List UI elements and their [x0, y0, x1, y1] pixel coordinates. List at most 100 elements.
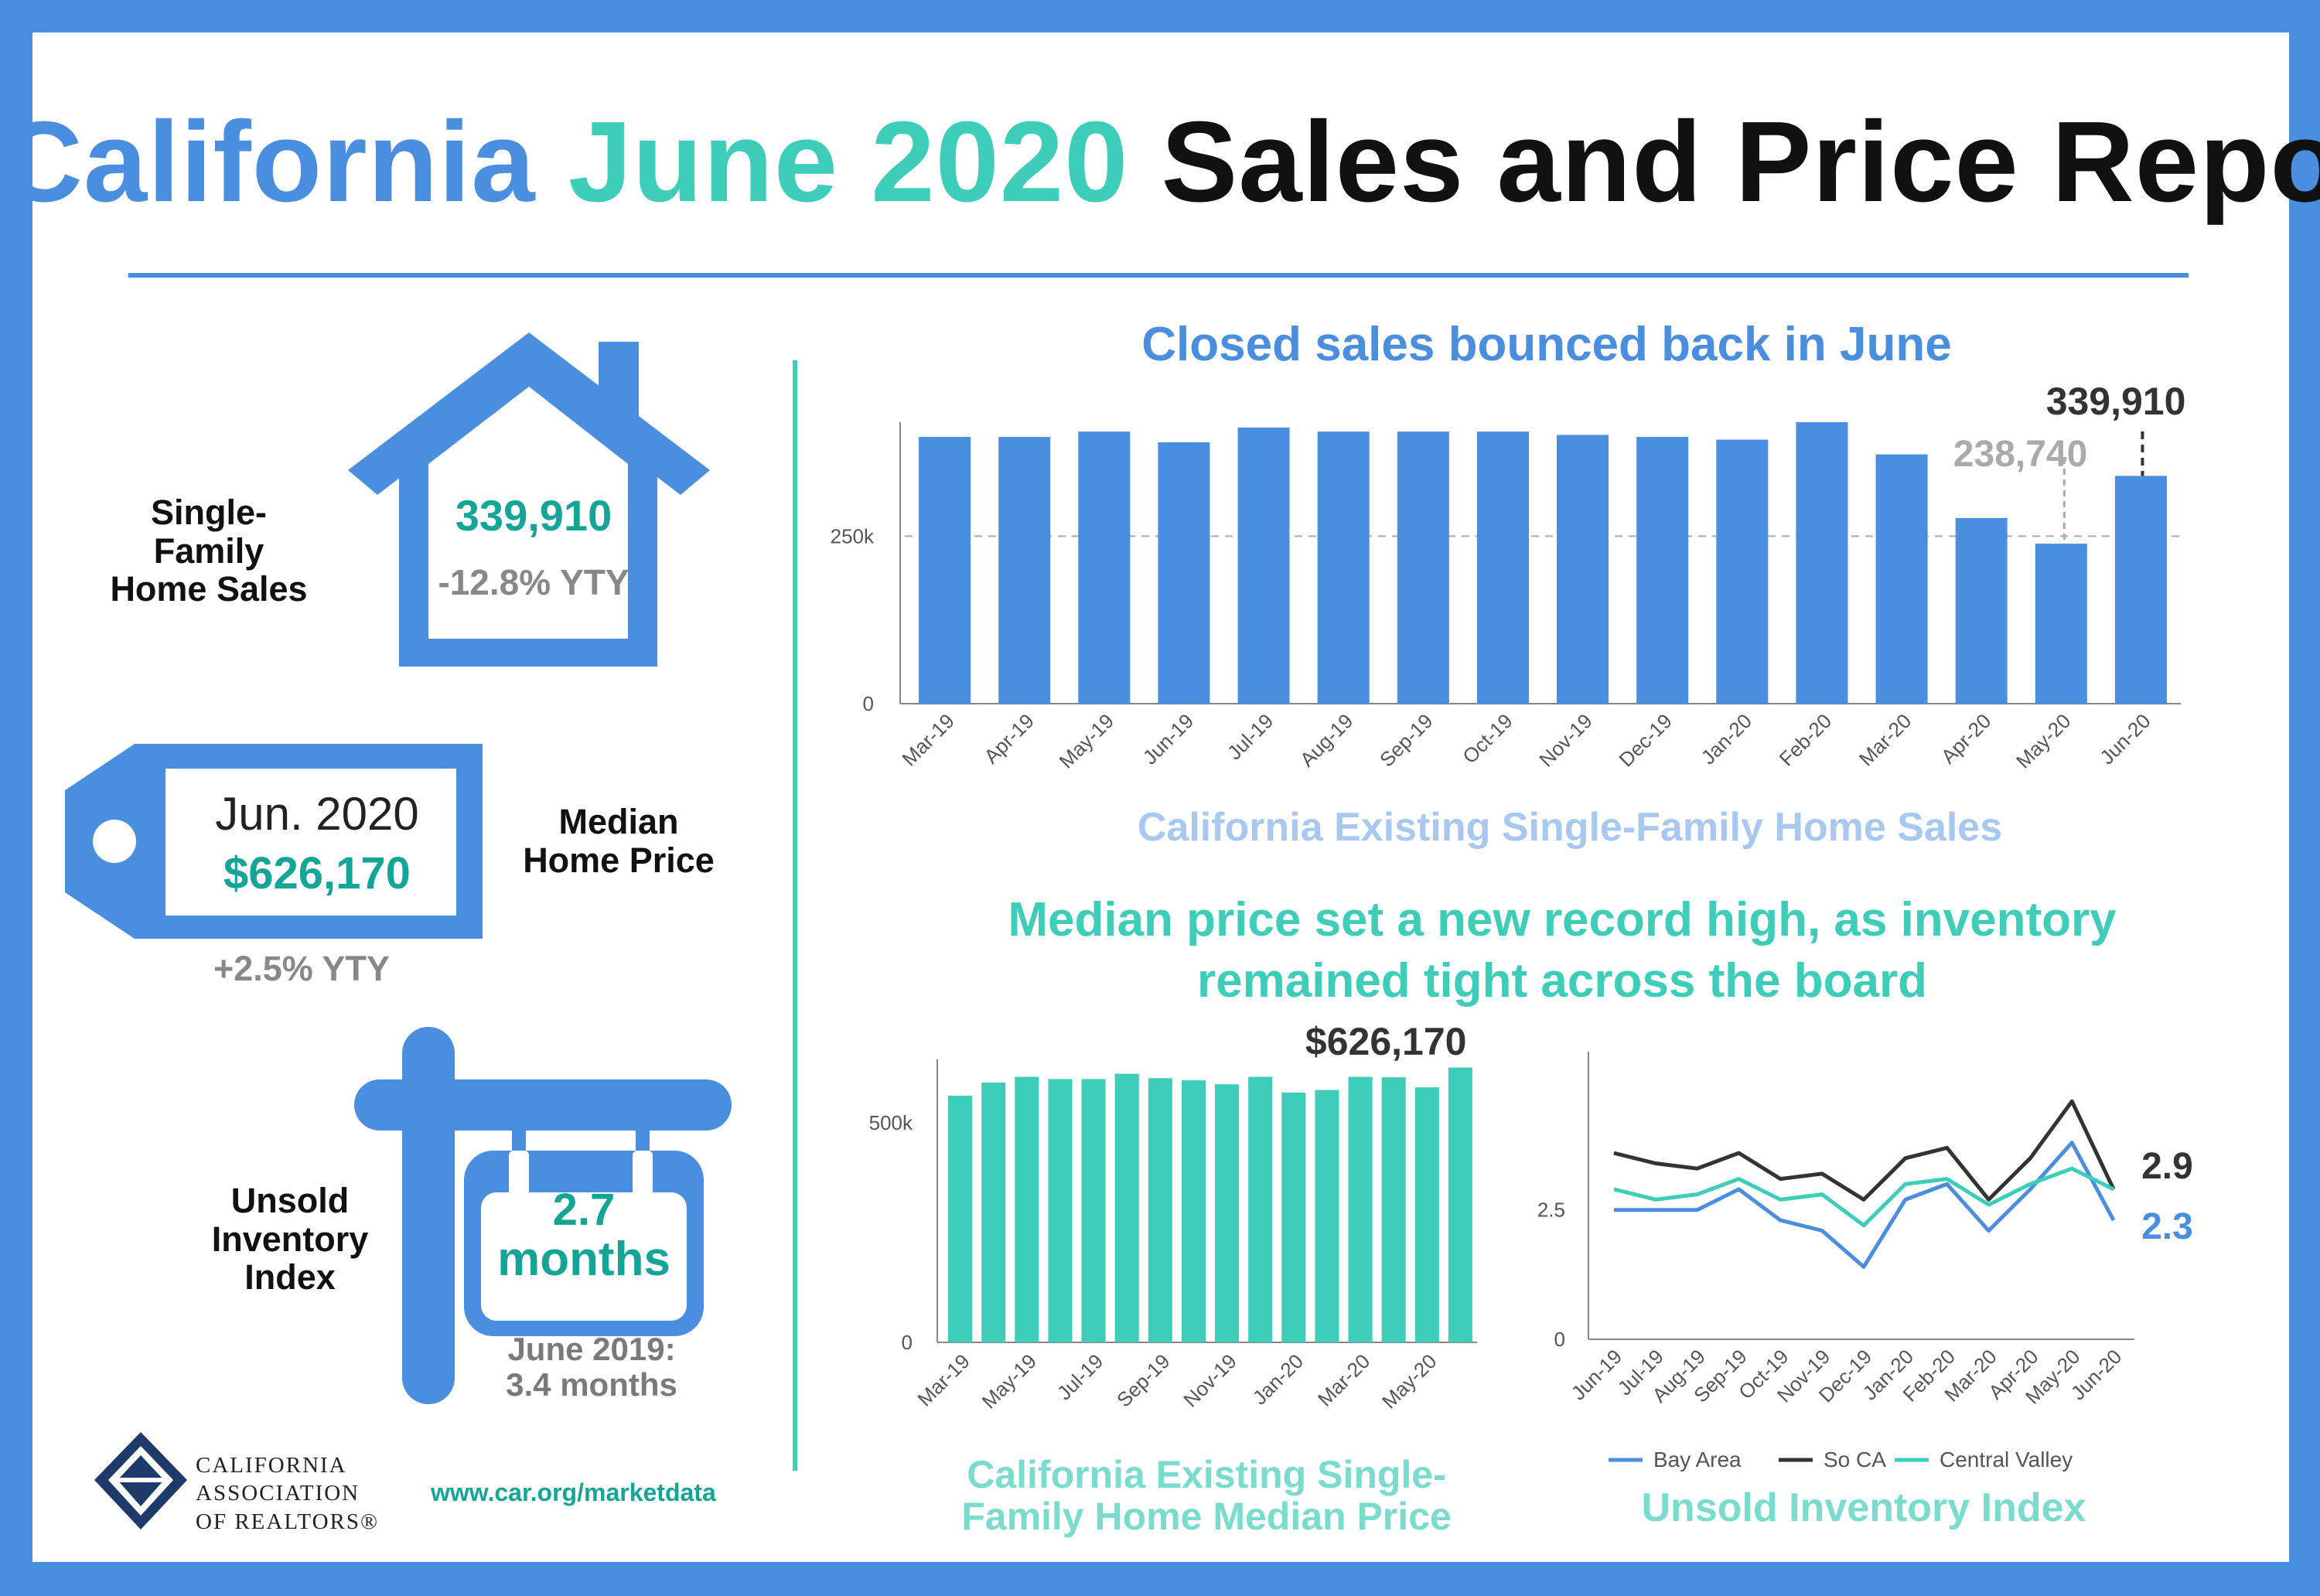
bar	[1237, 427, 1290, 704]
x-tick-label: Nov-19	[1534, 709, 1596, 771]
y-tick-label: 500k	[869, 1111, 913, 1134]
price-chart-xlabel: California Existing Single- Family Home …	[874, 1454, 1539, 1537]
price-xlabel-line2: Family Home Median Price	[961, 1495, 1452, 1538]
x-tick-label: Oct-19	[1458, 709, 1517, 768]
bar	[1248, 1076, 1273, 1342]
price-section-title: Median price set a new record high, as i…	[804, 889, 2320, 1012]
x-tick-label: Mar-20	[1313, 1349, 1374, 1410]
legend-label: So CA	[1824, 1448, 1886, 1472]
x-tick-label: Jun-19	[1567, 1345, 1626, 1404]
x-tick-label: Feb-20	[1775, 709, 1836, 770]
annotation-label: 339,910	[2046, 380, 2186, 423]
bar	[1348, 1076, 1373, 1342]
bar	[948, 1095, 973, 1342]
bar	[1317, 431, 1370, 704]
bar	[981, 1082, 1006, 1342]
x-tick-label: Jun-19	[1138, 709, 1198, 769]
bar	[919, 437, 971, 704]
y-tick-label: 2.5	[1537, 1199, 1565, 1222]
org-line3: OF REALTORS®	[196, 1509, 380, 1534]
price-period: Jun. 2020	[215, 788, 419, 840]
column-divider	[793, 360, 797, 1471]
bar	[1114, 1073, 1139, 1342]
page-title: California June 2020 Sales and Price Rep…	[0, 97, 2320, 228]
bar	[1414, 1087, 1439, 1342]
home-sales-change: -12.8% YTY	[438, 562, 629, 602]
bar	[1397, 431, 1449, 704]
x-tick-label: May-20	[1377, 1349, 1441, 1414]
end-label: 2.3	[2141, 1206, 2193, 1247]
bar	[1955, 517, 2008, 704]
bar	[2114, 476, 2167, 704]
inventory-compare-line2: 3.4 months	[506, 1366, 677, 1403]
sales-chart-title: Closed sales bounced back in June	[1141, 318, 1952, 371]
car-logo-icon	[94, 1432, 187, 1530]
bar	[1557, 435, 1609, 704]
title-divider	[128, 273, 2189, 278]
x-tick-label: Apr-20	[1936, 709, 1995, 768]
inventory-label-line1: Unsold	[230, 1181, 350, 1220]
y-tick-label: 250k	[831, 524, 875, 547]
y-tick-label: 0	[863, 692, 874, 715]
bar	[1281, 1093, 1306, 1342]
org-line1: CALIFORNIA	[196, 1453, 347, 1478]
x-tick-label: Jul-19	[1223, 709, 1278, 764]
price-bar-chart: 0 500k Mar-19 May-19 Jul-19 Sep-19 Nov-19 Jan-2…	[869, 1021, 1477, 1414]
bar	[1181, 1080, 1206, 1342]
inventory-label-line2: Inventory	[211, 1219, 369, 1259]
price-xlabel-line1: California Existing Single-	[967, 1453, 1446, 1496]
bar	[1048, 1079, 1073, 1342]
price-value: $626,170	[223, 848, 411, 899]
x-tick-label: Jul-19	[1053, 1349, 1107, 1404]
end-label: 2.9	[2141, 1146, 2193, 1187]
legend-label: Central Valley	[1940, 1448, 2073, 1472]
bar	[1215, 1084, 1240, 1342]
price-change: +2.5% YTY	[213, 949, 391, 988]
x-tick-label: May-19	[1055, 709, 1119, 773]
inventory-compare: June 2019: 3.4 months	[464, 1331, 719, 1403]
x-tick-label: Apr-19	[980, 709, 1039, 768]
annotation-label: 238,740	[1953, 434, 2088, 475]
legend-label: Bay Area	[1653, 1448, 1742, 1472]
x-tick-label: Sep-19	[1375, 709, 1437, 771]
bar	[1476, 431, 1529, 704]
inventory-value: 2.7	[552, 1185, 616, 1235]
title-period: June 2020	[568, 98, 1129, 226]
inventory-line-chart: 02.5Jun-19Jul-19Aug-19Sep-19Oct-19Nov-19…	[1537, 1052, 2193, 1472]
sales-bar-chart: 0 250k Mar-19 Apr-19 May-19 Jun-19 Jul-19 Aug-1…	[831, 380, 2186, 773]
x-tick-label: Mar-19	[913, 1349, 974, 1410]
title-state: California	[0, 98, 536, 226]
x-tick-label: Mar-20	[1854, 709, 1916, 770]
organization-name: CALIFORNIA ASSOCIATION OF REALTORS®	[196, 1451, 379, 1536]
x-tick-label: Sep-19	[1112, 1349, 1174, 1411]
bar	[1081, 1079, 1106, 1342]
price-tag-icon	[65, 744, 483, 939]
market-data-link[interactable]: www.car.org/marketdata	[431, 1478, 716, 1506]
bar	[1716, 439, 1769, 704]
bar	[1148, 1078, 1172, 1342]
inventory-label: Unsold Inventory Index	[170, 1182, 410, 1297]
home-sales-label: Single- Family Home Sales	[93, 493, 325, 609]
x-tick-label: May-19	[977, 1349, 1042, 1414]
bar	[998, 437, 1051, 704]
x-tick-label: May-20	[2011, 709, 2076, 773]
home-sales-label-line1: Single-	[150, 493, 267, 532]
x-tick-label: Aug-19	[1295, 709, 1357, 771]
median-price-label: Median Home Price	[495, 803, 742, 879]
house-icon	[348, 332, 710, 667]
x-tick-label: Jan-20	[1697, 709, 1756, 769]
bar	[1796, 422, 1848, 704]
series-line	[1613, 1166, 2115, 1228]
bar	[1875, 454, 1928, 704]
price-section-title-line2: remained tight across the board	[1197, 954, 1927, 1008]
sign-post-icon	[354, 1027, 732, 1404]
annotation-label: $626,170	[1305, 1021, 1467, 1063]
bar	[1448, 1067, 1472, 1342]
series-line	[1613, 1141, 2116, 1269]
y-tick-label: 0	[1554, 1328, 1565, 1351]
home-sales-value: 339,910	[455, 491, 612, 540]
inventory-unit: months	[497, 1233, 670, 1286]
y-tick-label: 0	[902, 1331, 913, 1354]
bar	[1636, 437, 1689, 704]
bar	[1158, 442, 1210, 704]
